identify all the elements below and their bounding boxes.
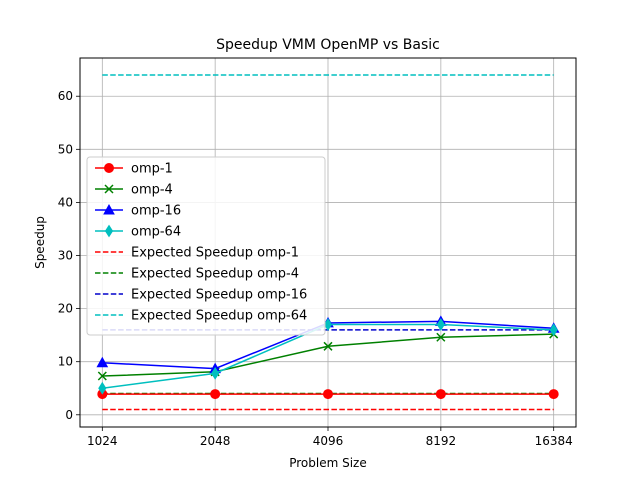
legend-item: omp-1 bbox=[95, 162, 173, 177]
legend-marker bbox=[104, 184, 114, 194]
legend: omp-1 omp-4 omp-16 omp-64 Expected Speedup o… bbox=[86, 156, 326, 336]
data-point bbox=[435, 389, 446, 400]
legend-label: Expected Speedup omp-16 bbox=[131, 288, 307, 303]
x-axis-label: Problem Size bbox=[289, 456, 367, 470]
series-omp-64 bbox=[98, 318, 558, 395]
data-point bbox=[98, 381, 107, 395]
chart-title: Speedup VMM OpenMP vs Basic bbox=[216, 37, 440, 53]
series-group bbox=[96, 74, 560, 411]
legend-item: Expected Speedup omp-1 bbox=[95, 246, 299, 261]
data-point bbox=[323, 341, 333, 351]
y-tick-label: 0 bbox=[65, 408, 73, 422]
data-point bbox=[549, 323, 558, 337]
legend-box bbox=[86, 156, 326, 336]
legend-item: omp-64 bbox=[95, 225, 181, 240]
data-point bbox=[97, 371, 107, 381]
legend-label: Expected Speedup omp-1 bbox=[131, 246, 299, 261]
ticks-group: 1024 2048 4096 8192 16384 0 10 20 30 40 50 60 bbox=[58, 89, 573, 448]
marker-stroke bbox=[323, 341, 333, 351]
y-axis-label: Speedup bbox=[33, 216, 47, 269]
legend-label: omp-16 bbox=[131, 204, 181, 219]
legend-marker bbox=[104, 224, 114, 238]
data-point bbox=[323, 389, 333, 400]
data-point bbox=[96, 356, 109, 368]
marker-stroke bbox=[97, 371, 107, 381]
data-point bbox=[436, 318, 445, 331]
legend-label: omp-64 bbox=[131, 225, 181, 240]
y-tick-label: 50 bbox=[58, 142, 73, 156]
x-tick-label: 1024 bbox=[87, 434, 118, 448]
legend-marker bbox=[104, 163, 114, 173]
legend-label: Expected Speedup omp-64 bbox=[131, 309, 307, 324]
y-tick-label: 40 bbox=[58, 195, 73, 209]
legend-label: omp-1 bbox=[131, 162, 173, 177]
x-tick-label: 4096 bbox=[313, 434, 344, 448]
data-point bbox=[211, 366, 220, 380]
data-point bbox=[323, 318, 333, 331]
legend-item: Expected Speedup omp-64 bbox=[95, 309, 307, 324]
legend-item: Expected Speedup omp-16 bbox=[95, 288, 307, 303]
y-tick-label: 10 bbox=[58, 355, 73, 369]
data-point bbox=[436, 332, 446, 342]
legend-item: Expected Speedup omp-4 bbox=[95, 267, 299, 282]
y-tick-label: 30 bbox=[58, 249, 73, 263]
marker-stroke bbox=[436, 332, 446, 342]
marker-stroke bbox=[104, 184, 114, 194]
data-point bbox=[210, 389, 221, 400]
legend-marker bbox=[103, 203, 115, 215]
x-tick-label: 2048 bbox=[200, 434, 231, 448]
legend-label: omp-4 bbox=[131, 183, 173, 198]
data-point bbox=[548, 389, 559, 400]
series-omp-1 bbox=[97, 389, 559, 400]
y-tick-label: 20 bbox=[58, 302, 73, 316]
legend-label: Expected Speedup omp-4 bbox=[131, 267, 299, 282]
legend-item: omp-16 bbox=[95, 204, 181, 219]
legend-item: omp-4 bbox=[95, 183, 173, 198]
x-tick-label: 16384 bbox=[535, 434, 573, 448]
y-tick-label: 60 bbox=[58, 89, 73, 103]
x-tick-label: 8192 bbox=[426, 434, 457, 448]
